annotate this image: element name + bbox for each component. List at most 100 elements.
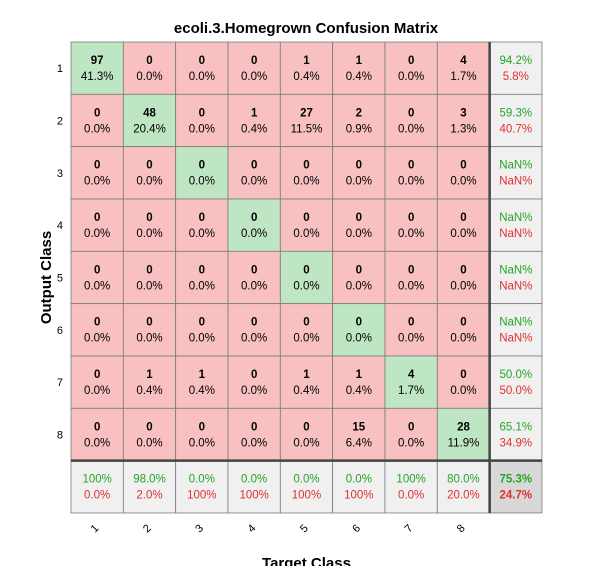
cell-count: 0 [408,107,414,119]
matrix-cell [279,303,334,357]
col-summary-cell [436,460,491,514]
matrix-cell [227,41,281,95]
cell-count: 0 [199,160,205,172]
matrix-cell [70,41,124,95]
cell-percent: 20.4% [133,123,166,135]
matrix-cell [332,407,386,462]
row-summary-cell [489,355,543,409]
matrix-cell [279,355,334,409]
y-tick-label: 8 [57,429,63,441]
matrix-cell [384,250,438,305]
matrix-cell [227,303,281,357]
cell-count: 0 [251,421,257,433]
cell-count: 0 [94,107,100,119]
cell-count: 0 [408,264,414,276]
matrix-cell [227,93,281,148]
row-summary-cell [489,41,543,95]
matrix-cell [384,93,438,148]
y-tick-label: 6 [57,325,63,337]
cell-count: 0 [94,369,100,381]
cell-percent: 0.0% [398,71,424,83]
cell-count: 0 [356,317,362,329]
cell-percent: 0.0% [189,176,215,188]
row-summary-correct: 59.3% [500,107,533,119]
row-summary-cell [489,93,543,148]
matrix-cell [279,250,334,305]
cell-count: 48 [143,107,156,119]
matrix-cell [227,407,281,462]
matrix-cell [175,198,229,252]
col-summary-wrong: 100% [292,490,321,502]
cell-percent: 0.0% [189,280,215,292]
matrix-cell [332,250,386,305]
cell-count: 0 [199,264,205,276]
col-summary-correct: 0.0% [189,474,215,486]
row-summary-wrong: NaN% [499,333,532,345]
cell-percent: 0.0% [241,385,267,397]
cell-percent: 0.0% [136,176,162,188]
matrix-cell [122,41,177,95]
cell-count: 0 [251,160,257,172]
matrix-cell [175,303,229,357]
cell-percent: 11.5% [291,123,323,135]
cell-count: 0 [251,55,257,67]
cell-percent: 0.4% [136,385,162,397]
col-summary-wrong: 0.0% [398,490,424,502]
cell-count: 0 [146,421,152,433]
cell-percent: 0.0% [450,385,476,397]
cell-count: 0 [356,212,362,224]
col-summary-wrong: 20.0% [447,490,480,502]
cell-percent: 0.0% [450,333,476,345]
overall-cell [489,460,543,514]
cell-count: 0 [408,317,414,329]
col-summary-correct: 100% [82,474,111,486]
cell-count: 0 [146,317,152,329]
col-summary-cell [332,460,386,514]
cell-count: 0 [303,160,309,172]
cell-percent: 0.0% [346,333,372,345]
cell-percent: 0.0% [189,437,215,449]
col-summary-wrong: 2.0% [136,490,162,502]
row-summary-wrong: 5.8% [503,71,529,83]
cell-count: 0 [460,160,466,172]
cell-count: 0 [408,421,414,433]
cell-count: 0 [251,212,257,224]
col-summary-cell [70,460,124,514]
row-summary-cell [489,250,543,305]
cell-count: 4 [460,55,467,67]
matrix-cell [436,41,491,95]
matrix-cell [332,146,386,200]
matrix-cell [175,250,229,305]
cell-count: 4 [408,369,415,381]
matrix-cell [384,41,438,95]
col-summary-cell [384,460,438,514]
matrix-cell [122,303,177,357]
matrix-cell [175,355,229,409]
cell-count: 0 [356,264,362,276]
cell-percent: 0.0% [84,333,110,345]
cell-percent: 0.4% [293,71,319,83]
row-summary-wrong: 40.7% [500,123,533,135]
matrix-cell [279,41,334,95]
cell-percent: 6.4% [346,437,372,449]
cell-percent: 0.0% [241,333,267,345]
cell-percent: 0.0% [136,333,162,345]
cell-count: 0 [146,160,152,172]
cell-count: 28 [457,421,470,433]
col-summary-correct: 0.0% [293,474,319,486]
col-summary-cell [122,460,177,514]
cell-percent: 0.0% [346,280,372,292]
matrix-cell [122,93,177,148]
x-tick-label: 3 [193,522,206,535]
cell-percent: 0.0% [136,437,162,449]
row-summary-wrong: 34.9% [500,437,533,449]
matrix-cell [175,146,229,200]
cell-percent: 0.0% [241,228,267,240]
cell-percent: 0.0% [241,437,267,449]
matrix-cell [227,198,281,252]
col-summary-correct: 80.0% [447,474,480,486]
cell-count: 0 [199,421,205,433]
y-tick-label: 3 [57,168,63,180]
row-summary-correct: 65.1% [500,421,533,433]
col-summary-correct: 98.0% [133,474,166,486]
